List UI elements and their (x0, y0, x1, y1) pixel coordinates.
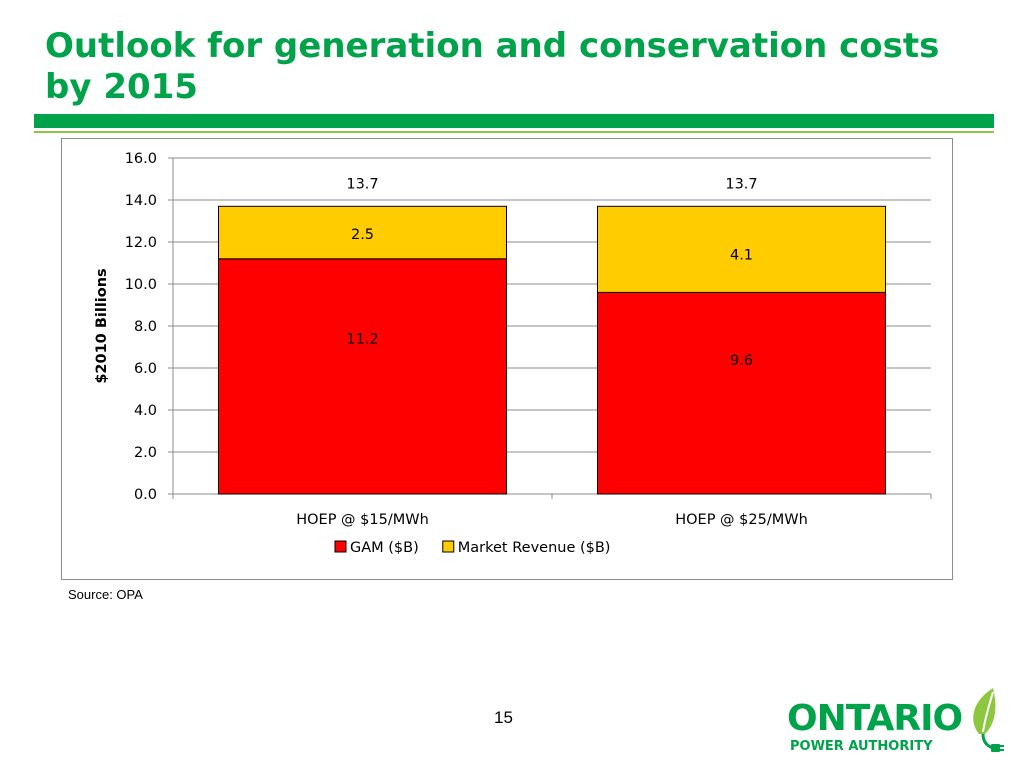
chart-frame: 0.0 2.0 4.0 6.0 8.0 10.0 12.0 14.0 16.0 11.2 2.5 13… (61, 138, 953, 580)
y-tick-label: 10.0 (125, 277, 157, 293)
legend-label-gam: GAM ($B) (350, 540, 419, 556)
x-category-label: HOEP @ $15/MWh (296, 512, 429, 528)
stacked-bar-chart: 0.0 2.0 4.0 6.0 8.0 10.0 12.0 14.0 16.0 11.2 2.5 13… (94, 151, 932, 556)
y-tick-label: 0.0 (134, 487, 157, 503)
ontario-power-authority-logo: ONTARIO POWER AUTHORITY (784, 686, 1004, 758)
bar-market-revenue (596, 205, 887, 293)
title-divider-lightgreen (34, 131, 994, 133)
x-category-label: HOEP @ $25/MWh (675, 512, 808, 528)
y-tick-label: 8.0 (134, 319, 157, 335)
bar-gam (596, 291, 887, 495)
y-axis-title: $2010 Billions (94, 268, 110, 383)
legend-swatch-gam (334, 540, 347, 553)
y-tick-label: 14.0 (125, 193, 157, 209)
slide-title-line-1: Outlook for generation and conservation … (45, 26, 940, 66)
data-label-gam: 9.6 (730, 353, 753, 369)
data-label-total: 13.7 (346, 176, 378, 192)
source-note: Source: OPA (68, 587, 143, 602)
y-tick-label: 16.0 (125, 151, 157, 167)
y-tick-label: 4.0 (134, 403, 157, 419)
title-divider-green (34, 114, 994, 128)
slide-title: Outlook for generation and conservation … (45, 26, 985, 108)
legend-label-market-revenue: Market Revenue ($B) (458, 540, 611, 556)
data-label-market-revenue: 2.5 (351, 227, 374, 243)
data-label-total: 13.7 (725, 176, 757, 192)
y-tick-label: 6.0 (134, 361, 157, 377)
leaf-plug-icon (973, 688, 1004, 752)
page-number: 15 (494, 708, 513, 727)
data-label-market-revenue: 4.1 (730, 248, 753, 264)
y-tick-label: 12.0 (125, 235, 157, 251)
slide-title-line-2: by 2015 (45, 67, 198, 107)
logo-wordmark-line-2: POWER AUTHORITY (790, 739, 933, 754)
logo-wordmark-line-1: ONTARIO (787, 698, 963, 739)
y-tick-label: 2.0 (134, 445, 157, 461)
legend-swatch-market-revenue (442, 540, 455, 553)
title-divider-gap (34, 128, 994, 131)
bar-market-revenue (217, 205, 508, 260)
data-label-gam: 11.2 (346, 331, 378, 347)
bar-gam (217, 258, 508, 495)
